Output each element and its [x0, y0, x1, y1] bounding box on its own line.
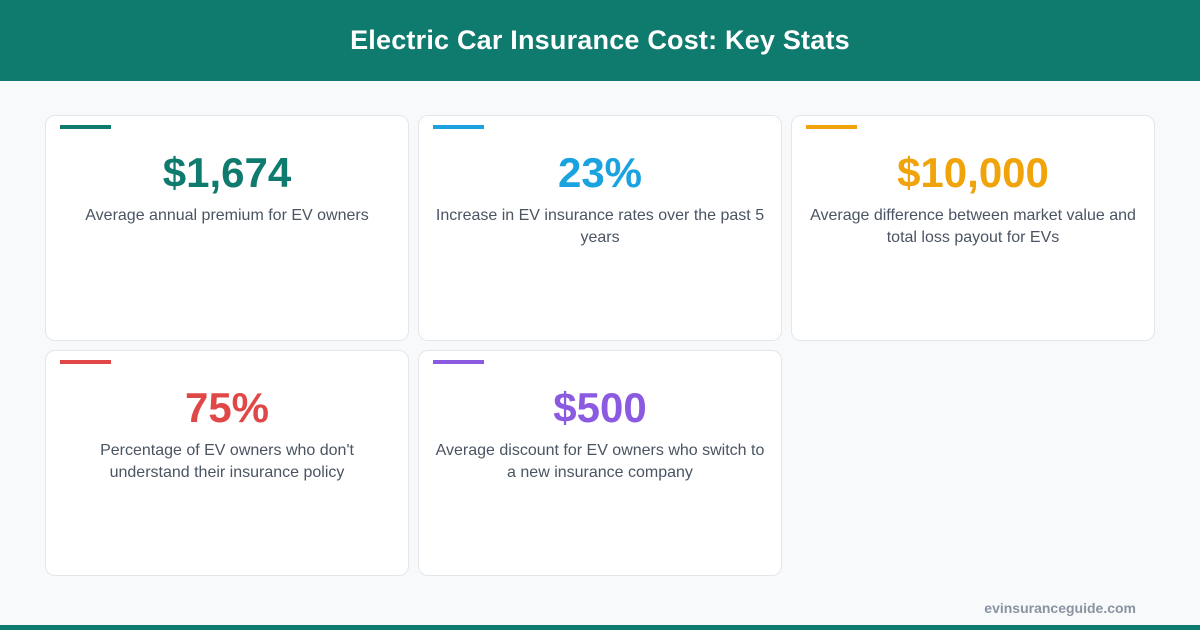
- stat-card-policy-understanding: 75% Percentage of EV owners who don't un…: [45, 350, 409, 576]
- site-url: evinsuranceguide.com: [984, 600, 1136, 616]
- header-banner: Electric Car Insurance Cost: Key Stats: [0, 0, 1200, 81]
- stat-description: Percentage of EV owners who don't unders…: [100, 442, 354, 481]
- page-title: Electric Car Insurance Cost: Key Stats: [350, 25, 850, 55]
- stat-description: Average difference between market value …: [810, 207, 1136, 246]
- accent-bar: [60, 125, 111, 129]
- stat-value: $500: [553, 384, 647, 431]
- stat-description: Increase in EV insurance rates over the …: [435, 207, 765, 246]
- accent-bar: [806, 125, 857, 129]
- stat-value: $10,000: [897, 149, 1049, 196]
- stat-description: Average discount for EV owners who switc…: [435, 442, 765, 481]
- stat-description: Average annual premium for EV owners: [85, 207, 369, 224]
- stat-value: 75%: [184, 384, 270, 431]
- accent-bar: [433, 125, 484, 129]
- stat-card-rate-increase: 23% Increase in EV insurance rates over …: [418, 115, 782, 341]
- stat-card-total-loss-gap: $10,000 Average difference between marke…: [791, 115, 1155, 341]
- accent-bar: [60, 360, 111, 364]
- accent-bar: [433, 360, 484, 364]
- stat-card-switch-discount: $500 Average discount for EV owners who …: [418, 350, 782, 576]
- stat-card-annual-premium: $1,674 Average annual premium for EV own…: [45, 115, 409, 341]
- stat-value: 23%: [557, 149, 643, 196]
- stat-value: $1,674: [162, 149, 292, 196]
- footer-bar: [0, 625, 1200, 630]
